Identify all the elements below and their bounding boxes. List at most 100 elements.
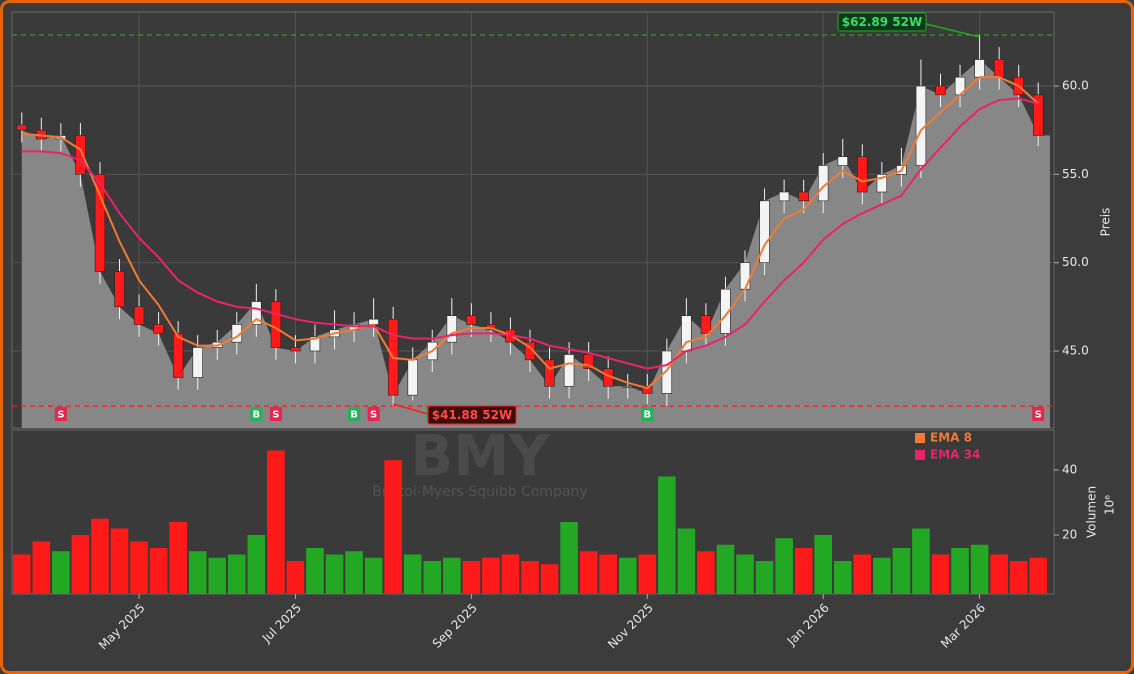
candle-body <box>466 315 477 325</box>
signal-label: B <box>643 410 651 421</box>
volume-tick-label: 20 <box>1062 527 1077 541</box>
volume-bar <box>540 564 559 594</box>
volume-bar <box>814 534 833 594</box>
candle-body <box>133 306 145 325</box>
y-tick-label: 55.0 <box>1062 167 1089 181</box>
volume-bar <box>990 554 1008 594</box>
annotation-arrow <box>925 23 980 38</box>
candle-body <box>290 347 301 352</box>
candle-body <box>563 354 575 387</box>
candle-body <box>1033 94 1044 136</box>
candle-body <box>524 341 536 361</box>
volume-bar <box>658 476 676 594</box>
volume-bar <box>892 548 911 594</box>
volume-bar <box>482 557 500 594</box>
candle-body <box>993 59 1005 78</box>
volume-bar <box>345 551 363 594</box>
volume-bar <box>443 557 461 594</box>
volume-bar <box>384 460 402 594</box>
candle-body <box>251 301 262 325</box>
legend-swatch <box>915 450 925 460</box>
candle-body <box>837 156 848 166</box>
signal-marker <box>250 407 263 421</box>
volume-bar <box>110 528 129 594</box>
annotation-box <box>427 405 517 425</box>
volume-bar <box>697 551 715 594</box>
volume-bar <box>325 554 344 594</box>
candle-body <box>583 354 594 369</box>
candle-body <box>114 271 125 308</box>
annotation-label: $62.89 52W <box>842 15 922 29</box>
watermark-subtitle: Bristol-Myers Squibb Company <box>372 484 587 500</box>
signal-marker <box>367 407 380 421</box>
volume-bar <box>91 518 109 594</box>
candle-body <box>172 333 184 378</box>
volume-bar <box>403 554 422 594</box>
annotation-box <box>837 12 927 32</box>
volume-bar <box>677 528 696 594</box>
signal-marker <box>348 407 361 421</box>
candle-body <box>759 200 770 263</box>
annotation-label: $41.88 52W <box>432 408 512 422</box>
candle-body <box>16 124 27 131</box>
watermark: BMY <box>411 424 551 489</box>
volume-bar <box>853 554 872 594</box>
volume-bar <box>188 551 207 594</box>
volume-bar <box>1009 561 1028 594</box>
candle-body <box>309 336 321 352</box>
volume-tick-label: 40 <box>1062 462 1077 476</box>
volume-bar <box>501 554 520 594</box>
candle-body <box>700 315 712 334</box>
signal-label: B <box>350 410 358 421</box>
volume-bar <box>364 557 383 594</box>
volume-bar <box>52 551 70 594</box>
volume-bar <box>423 561 442 594</box>
volume-bar <box>130 541 148 594</box>
volume-bar <box>599 554 617 594</box>
signal-label: S <box>272 410 279 421</box>
volume-axis-label: Volumen <box>1085 486 1099 538</box>
volume-bar <box>1029 557 1048 594</box>
candle-body <box>153 324 164 334</box>
volume-bar <box>521 561 539 594</box>
volume-bar <box>716 544 735 594</box>
volume-unit: 10⁶ <box>1103 495 1117 515</box>
candle-body <box>778 191 790 202</box>
candle-body <box>75 135 86 175</box>
y-tick-label: 45.0 <box>1062 343 1089 357</box>
volume-bar <box>169 521 187 594</box>
volume-bar <box>755 561 774 594</box>
volume-bar <box>931 554 950 594</box>
volume-bar <box>247 534 266 594</box>
volume-bar <box>970 544 989 594</box>
volume-bar <box>286 561 305 594</box>
volume-bar <box>873 557 891 594</box>
signal-label: S <box>57 410 64 421</box>
candle-body <box>544 359 555 387</box>
ema-line <box>21 97 1039 370</box>
signal-label: B <box>253 410 261 421</box>
annotation-arrow <box>392 403 429 415</box>
candle-body <box>407 359 418 396</box>
ema-line <box>21 76 1039 390</box>
volume-bar <box>833 561 852 594</box>
volume-bar <box>618 557 637 594</box>
candle-body <box>192 347 203 378</box>
candle-body <box>876 174 888 193</box>
candle-body <box>974 59 985 78</box>
candle-body <box>739 262 751 290</box>
volume-bar <box>951 548 969 594</box>
volume-bar <box>912 528 930 594</box>
y-tick-label: 50.0 <box>1062 255 1089 269</box>
candle-body <box>94 174 106 272</box>
legend-swatch <box>915 433 925 443</box>
candle-body <box>622 386 633 388</box>
candle-body <box>446 315 457 343</box>
candle-body <box>270 301 282 348</box>
volume-bar <box>267 450 285 594</box>
volume-bar <box>227 554 246 594</box>
volume-bar <box>579 551 598 594</box>
legend-label: EMA 34 <box>930 448 980 462</box>
volume-bar <box>560 521 578 594</box>
